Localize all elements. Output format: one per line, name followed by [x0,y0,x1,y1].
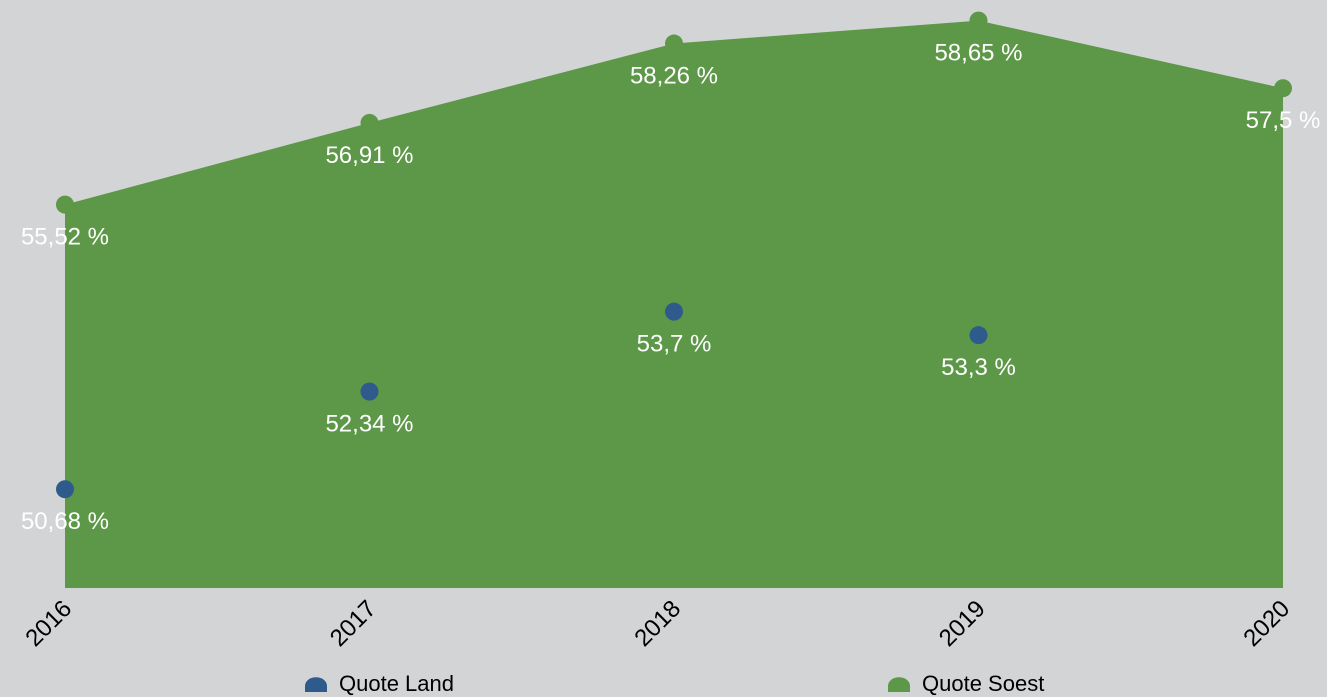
point [969,326,988,345]
legend-label: Quote Land [339,671,454,696]
legend-item: Quote Soest [888,671,1044,696]
value-label: 58,26 % [630,63,718,90]
value-label: 55,52 % [21,224,109,251]
value-label: 50,68 % [21,508,109,535]
x-tick-label: 2016 [20,595,77,652]
point [665,302,683,321]
point [56,480,74,499]
value-label: 57,5 % [1246,107,1321,134]
point [56,195,74,214]
x-tick-label: 2017 [325,595,382,652]
value-label: 52,34 % [325,411,413,438]
x-tick-label: 2020 [1238,595,1295,652]
point [665,34,683,53]
point [360,382,379,401]
point [1274,79,1292,98]
legend-marker [305,677,327,692]
legend-label: Quote Soest [922,671,1044,696]
value-label: 53,7 % [637,331,712,358]
legend-marker [888,677,910,692]
x-tick-label: 2019 [934,595,991,652]
value-label: 53,3 % [941,354,1016,381]
point [360,113,379,132]
value-label: 58,65 % [934,40,1022,67]
legend-item: Quote Land [305,671,454,696]
x-tick-label: 2018 [629,595,686,652]
value-label: 56,91 % [325,142,413,169]
point [969,11,988,30]
